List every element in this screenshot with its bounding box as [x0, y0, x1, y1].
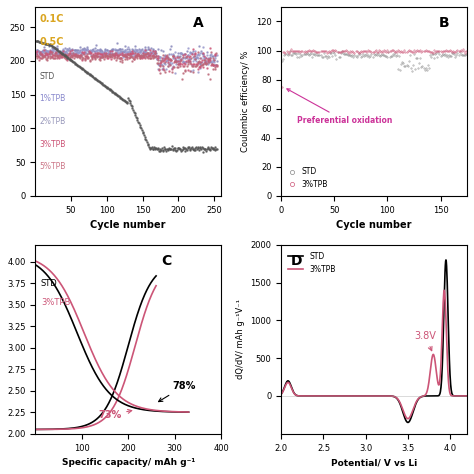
- Text: 3.8V: 3.8V: [415, 331, 437, 351]
- Text: Preferential oxidation: Preferential oxidation: [287, 89, 392, 125]
- 3%TPB: [402, 413, 408, 419]
- 3%TPB: [363, 393, 368, 399]
- STD: [311, 393, 317, 399]
- STD: [402, 416, 408, 422]
- Text: 1%TPB: 1%TPB: [39, 94, 65, 103]
- STD: [464, 393, 470, 399]
- Text: 0.5C: 0.5C: [39, 37, 64, 47]
- Line: STD: STD: [281, 260, 467, 422]
- Text: 3%TPB: 3%TPB: [41, 298, 70, 307]
- 3%TPB: [326, 393, 332, 399]
- X-axis label: Cycle number: Cycle number: [337, 220, 412, 230]
- Line: 3%TPB: 3%TPB: [281, 291, 467, 419]
- Text: B: B: [439, 17, 450, 30]
- 3%TPB: [464, 393, 470, 399]
- STD: [405, 419, 410, 425]
- X-axis label: Cycle number: Cycle number: [91, 220, 166, 230]
- STD: [278, 391, 284, 397]
- Text: 73%: 73%: [98, 410, 132, 420]
- STD: [363, 393, 368, 399]
- 3%TPB: [405, 416, 410, 421]
- Legend: STD, 3%TPB: STD, 3%TPB: [285, 164, 331, 192]
- X-axis label: Potential/ V vs Li: Potential/ V vs Li: [331, 458, 417, 467]
- Text: 5%TPB: 5%TPB: [39, 163, 65, 172]
- Text: 78%: 78%: [159, 381, 196, 401]
- Text: STD: STD: [41, 279, 58, 288]
- 3%TPB: [278, 392, 284, 397]
- Text: A: A: [193, 17, 204, 30]
- Text: STD: STD: [39, 72, 54, 81]
- STD: [388, 393, 393, 399]
- STD: [326, 393, 332, 399]
- 3%TPB: [388, 393, 393, 399]
- STD: [443, 257, 449, 263]
- X-axis label: Specific capacity/ mAh g⁻¹: Specific capacity/ mAh g⁻¹: [62, 458, 195, 467]
- Y-axis label: dQ/dV/ mAh g⁻¹V⁻¹: dQ/dV/ mAh g⁻¹V⁻¹: [236, 299, 245, 379]
- Text: C: C: [162, 254, 172, 268]
- Text: D: D: [291, 254, 302, 268]
- Text: 2%TPB: 2%TPB: [39, 117, 65, 126]
- 3%TPB: [311, 393, 317, 399]
- Y-axis label: Coulombic efficiency/ %: Coulombic efficiency/ %: [241, 51, 250, 152]
- 3%TPB: [441, 288, 447, 293]
- Legend: STD, 3%TPB: STD, 3%TPB: [285, 249, 339, 276]
- STD: [419, 394, 424, 400]
- 3%TPB: [419, 394, 424, 400]
- Text: 0.1C: 0.1C: [39, 14, 64, 24]
- Text: 3%TPB: 3%TPB: [39, 140, 65, 149]
